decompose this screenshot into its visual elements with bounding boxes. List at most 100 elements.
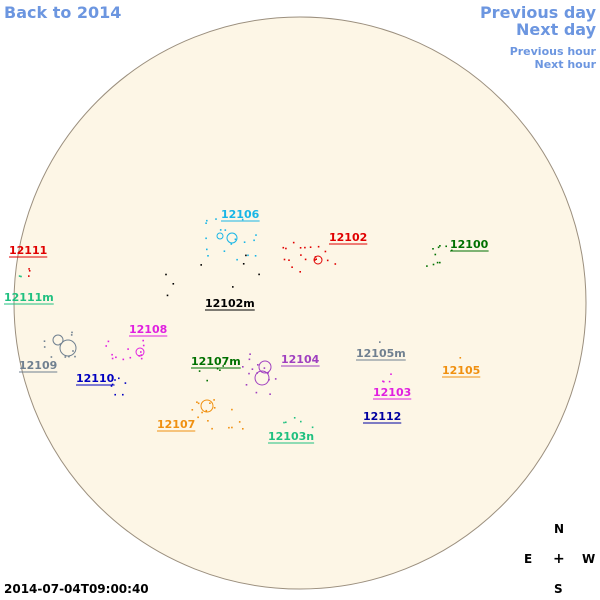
sunspot-dot — [255, 234, 257, 236]
sunspot-dot — [255, 391, 258, 394]
sunspot-dot — [324, 250, 327, 253]
sunspot-group-12103 — [382, 373, 392, 383]
sunspot-dot — [315, 258, 317, 260]
sunspot-dot — [200, 264, 202, 266]
compass-south: S — [554, 582, 563, 596]
sunspot-dot — [197, 416, 199, 419]
sunspot-dot — [334, 263, 337, 265]
sunspot-dot — [122, 358, 125, 361]
sunspot-dot — [105, 345, 107, 347]
region-label-12105m[interactable]: 12105m — [356, 347, 406, 360]
sunspot-dot — [434, 253, 437, 256]
sunspot-dot — [379, 341, 381, 343]
region-label-12111[interactable]: 12111 — [9, 244, 47, 257]
sunspot-dot — [142, 344, 145, 347]
sunspot-dot — [245, 384, 248, 386]
sunspot-group-12102 — [282, 233, 337, 273]
sunspot-dot — [72, 350, 74, 352]
sunspot-dot — [230, 243, 233, 245]
sunspot-dot — [111, 353, 113, 356]
sunspot-dot — [213, 407, 216, 409]
sunspot-dot — [293, 417, 296, 419]
back-to-year-link[interactable]: Back to 2014 — [4, 3, 122, 22]
sunspot-dot — [111, 357, 114, 360]
sunspot-dot — [111, 383, 114, 386]
sunspot-group-12107m — [198, 365, 224, 382]
sunspot-dot — [300, 420, 302, 423]
sunspot-dot — [209, 402, 211, 404]
sunspot-dot — [206, 248, 208, 251]
sunspot-dot — [242, 263, 245, 265]
sunspot-dot — [300, 254, 302, 256]
sunspot-dot — [382, 380, 384, 383]
previous-day-link[interactable]: Previous day — [479, 3, 596, 22]
region-label-12112[interactable]: 12112 — [363, 410, 401, 423]
sunspot-dot — [222, 365, 224, 367]
region-label-12106[interactable]: 12106 — [221, 208, 260, 221]
sunspot-umbra-ring — [59, 339, 77, 357]
sunspot-dot — [64, 356, 67, 358]
sunspot-dot — [115, 356, 117, 359]
region-label-12111m[interactable]: 12111m — [4, 291, 54, 304]
region-label-12102m[interactable]: 12102m — [205, 297, 255, 310]
region-label-12103n[interactable]: 12103n — [268, 430, 314, 443]
compass-north: N — [554, 522, 565, 536]
next-day-link[interactable]: Next day — [516, 20, 596, 39]
sunspot-dot — [43, 340, 46, 342]
sunspot-dot — [166, 294, 169, 297]
sunspot-umbra-ring — [200, 399, 214, 413]
region-label-12110[interactable]: 12110 — [76, 372, 115, 385]
region-label-12103[interactable]: 12103 — [373, 386, 411, 399]
sunspot-dot — [124, 382, 127, 384]
region-label-12102[interactable]: 12102 — [329, 231, 367, 244]
sunspot-dot — [198, 370, 201, 372]
sunspot-dot — [304, 246, 306, 249]
previous-hour-link[interactable]: Previous hour — [509, 45, 596, 58]
sunspot-dot — [20, 275, 22, 278]
sunspot-umbra-ring — [216, 232, 224, 240]
region-label-12100[interactable]: 12100 — [450, 238, 489, 251]
sunspot-dot — [241, 218, 244, 221]
sunspot-dot — [326, 259, 329, 262]
sunspot-group-12104 — [242, 353, 277, 395]
sunspot-dot — [140, 357, 143, 360]
sunspot-dot — [213, 399, 215, 401]
next-hour-link[interactable]: Next hour — [534, 58, 597, 71]
sunspot-dot — [196, 401, 198, 403]
sunspot-group-12109 — [43, 331, 77, 358]
sunspot-umbra-ring — [226, 232, 238, 244]
sunspot-dot — [70, 334, 73, 336]
sunspot-dot — [205, 409, 208, 412]
sunspot-dot — [216, 367, 219, 370]
sunspot-dot — [248, 372, 250, 375]
sunspot-dot — [383, 380, 385, 383]
region-label-12105[interactable]: 12105 — [442, 364, 480, 377]
region-label-12109[interactable]: 12109 — [19, 359, 57, 372]
sunspot-dot — [232, 286, 234, 288]
sunspot-dot — [258, 273, 260, 276]
sunspot-group-12106 — [205, 218, 257, 261]
sunspot-dot — [459, 357, 462, 359]
sunspot-dot — [248, 358, 251, 361]
region-label-12108[interactable]: 12108 — [129, 323, 167, 336]
sunspot-dot — [311, 426, 314, 429]
sunspot-dot — [254, 255, 257, 257]
sunspot-dot — [122, 393, 124, 396]
sunspot-dot — [292, 241, 295, 244]
sunspot-dot — [28, 275, 30, 277]
sunspot-dot — [451, 249, 453, 252]
region-label-12107m[interactable]: 12107m — [191, 355, 241, 368]
sunspot-dot — [197, 402, 200, 405]
sunspot-group-12108 — [105, 339, 145, 361]
sunspot-dot — [201, 411, 203, 414]
sunspot-dot — [238, 421, 241, 423]
region-label-12107[interactable]: 12107 — [157, 418, 195, 431]
region-label-12104[interactable]: 12104 — [281, 353, 320, 366]
sunspot-dot — [206, 379, 208, 382]
sunspot-dot — [445, 245, 447, 248]
observation-timestamp: 2014-07-04T09:00:40 — [4, 582, 149, 596]
sunspot-dot — [247, 254, 249, 257]
sunspot-dot — [283, 421, 285, 424]
sunspot-dot — [439, 245, 441, 247]
sunspot-dot — [263, 367, 266, 369]
